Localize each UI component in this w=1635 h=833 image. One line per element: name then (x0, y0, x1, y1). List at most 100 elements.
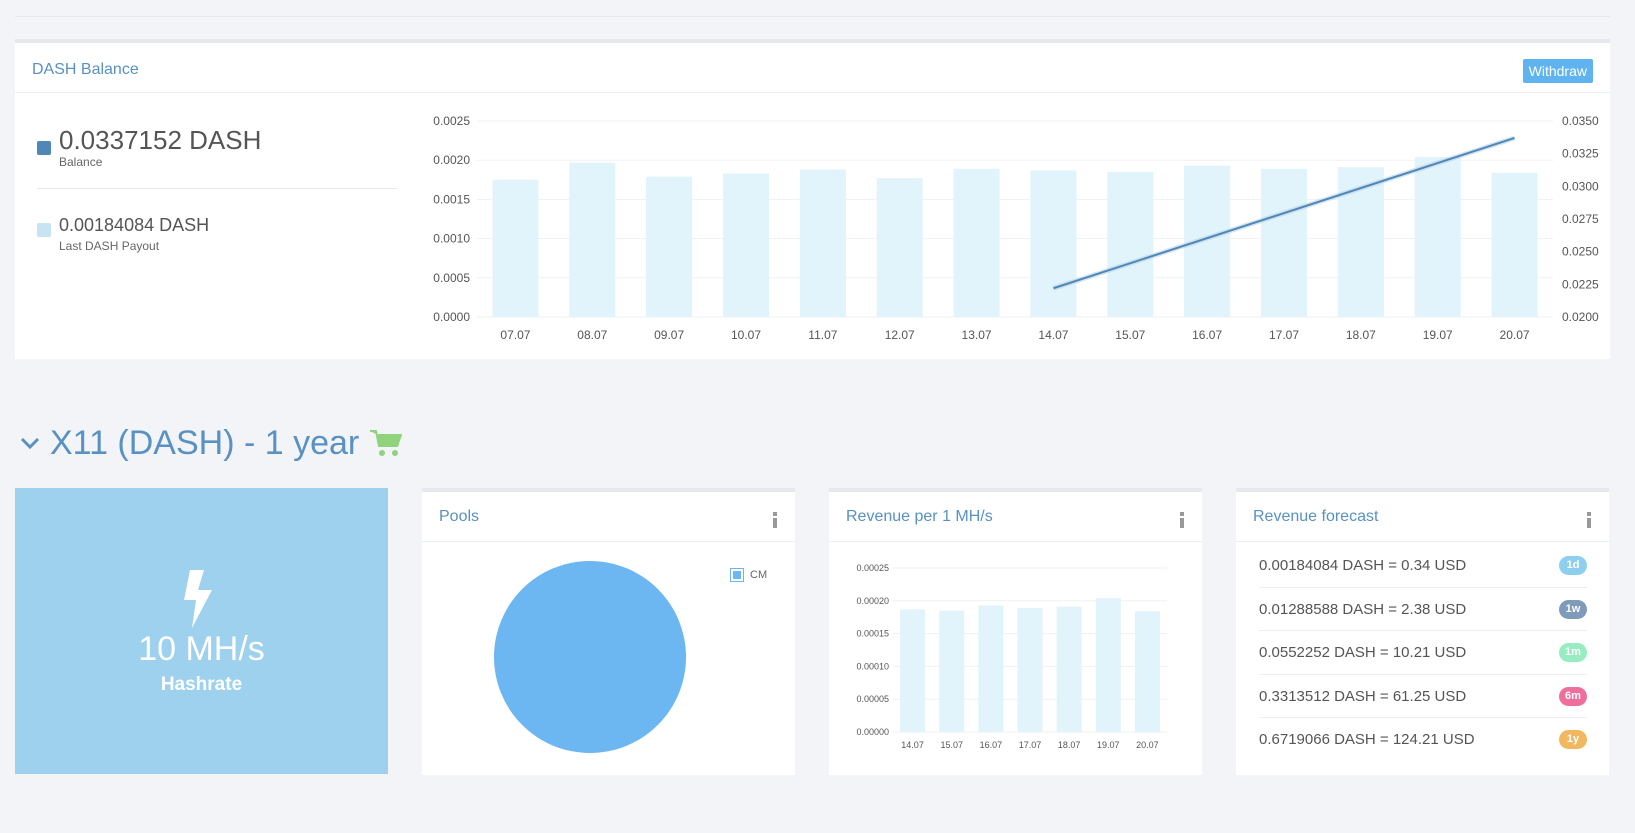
revenue-forecast-card: Revenue forecast 0.00184084 DASH = 0.34 … (1236, 488, 1609, 775)
y2-tick-label: 0.0350 (1562, 114, 1599, 128)
y2-tick-label: 0.0275 (1562, 212, 1599, 226)
x-tick-label: 20.07 (1136, 740, 1159, 750)
card-header: Revenue per 1 MH/s (829, 492, 1202, 542)
forecast-amount: 0.0552252 DASH = 10.21 USD (1259, 644, 1467, 662)
info-icon[interactable] (1585, 512, 1593, 528)
x-tick-label: 18.07 (1346, 328, 1376, 342)
panel-header: DASH Balance Withdraw (15, 43, 1610, 93)
last-payout-label: Last DASH Payout (59, 239, 160, 253)
x-tick-label: 09.07 (654, 328, 684, 342)
hashrate-tile: 10 MH/s Hashrate (15, 488, 388, 774)
chart-bar (569, 162, 616, 317)
forecast-list: 0.00184084 DASH = 0.34 USD 1d 0.01288588 D… (1259, 544, 1587, 762)
y-tick-label: 0.0015 (433, 192, 470, 206)
card-header: Revenue forecast (1236, 492, 1609, 542)
y2-tick-label: 0.0325 (1562, 147, 1599, 161)
chart-bar (953, 168, 1000, 317)
pools-card: Pools CM (422, 488, 795, 775)
last-payout-value: 0.00184084 DASH (59, 215, 210, 235)
forecast-amount: 0.6719066 DASH = 124.21 USD (1259, 731, 1475, 749)
pie-legend: CM (730, 568, 767, 582)
x-tick-label: 18.07 (1058, 740, 1081, 750)
balance-label: Balance (59, 155, 103, 169)
x-tick-label: 19.07 (1423, 328, 1453, 342)
x-tick-label: 07.07 (500, 328, 530, 342)
plan-section-header: X11 (DASH) - 1 year (18, 418, 403, 468)
chart-bar (1261, 168, 1307, 317)
y-tick-label: 0.0000 (433, 310, 470, 324)
chart-bar (978, 605, 1004, 732)
forecast-amount: 0.01288588 DASH = 2.38 USD (1259, 600, 1467, 618)
balance-line (1053, 137, 1515, 290)
x-tick-label: 16.07 (980, 740, 1003, 750)
chart-bar (1414, 157, 1461, 317)
y-tick-label: 0.00015 (856, 629, 889, 639)
x-tick-label: 16.07 (1192, 328, 1222, 342)
balance-chart: 0.0000 0.0005 0.0010 0.0015 0.0020 0.0025 0.02… (433, 114, 1599, 342)
x-tick-label: 17.07 (1269, 328, 1299, 342)
chart-bar (492, 179, 539, 317)
plan-title: X11 (DASH) - 1 year (50, 423, 360, 462)
y-tick-label: 0.0020 (433, 153, 470, 167)
balance-value: 0.0337152 DASH (59, 125, 262, 155)
x-tick-label: 20.07 (1500, 328, 1530, 342)
period-badge: 6m (1559, 686, 1587, 706)
card-title: Pools (439, 508, 480, 525)
x-tick-label: 15.07 (940, 740, 963, 750)
y2-tick-label: 0.0250 (1562, 245, 1599, 259)
chart-bar (1107, 171, 1154, 317)
withdraw-button[interactable]: Withdraw (1522, 59, 1593, 83)
period-badge: 1y (1559, 730, 1587, 750)
top-divider (15, 16, 1610, 17)
chevron-down-icon[interactable] (18, 431, 42, 455)
payout-color-square (37, 223, 51, 237)
y-tick-label: 0.00000 (856, 727, 889, 737)
x-tick-label: 15.07 (1115, 328, 1145, 342)
chart-bar (1491, 172, 1538, 317)
legend-swatch (730, 568, 744, 582)
forecast-row: 0.0552252 DASH = 10.21 USD 1m (1259, 631, 1587, 675)
revenue-per-chart: 0.00000 0.00005 0.00010 0.00015 0.00020 0.000… (856, 563, 1167, 750)
forecast-row: 0.3313512 DASH = 61.25 USD 6m (1259, 675, 1587, 719)
chart-bar (1030, 170, 1077, 317)
forecast-row: 0.6719066 DASH = 124.21 USD 1y (1259, 718, 1587, 762)
cart-icon[interactable] (369, 428, 403, 458)
panel-title: DASH Balance (32, 61, 139, 78)
y2-tick-label: 0.0200 (1562, 310, 1599, 324)
chart-bar (900, 609, 926, 732)
balance-color-square (37, 141, 51, 155)
y-tick-label: 0.00020 (856, 596, 889, 606)
x-tick-label: 13.07 (962, 328, 992, 342)
chart-bar (1017, 608, 1043, 732)
chart-bar (1134, 611, 1160, 732)
x-tick-label: 19.07 (1097, 740, 1120, 750)
y-tick-label: 0.0010 (433, 232, 470, 246)
x-tick-label: 11.07 (808, 328, 837, 342)
revenue-per-card: Revenue per 1 MH/s 0.00000 0.00005 0.00010… (829, 488, 1202, 775)
card-title: Revenue forecast (1253, 508, 1379, 525)
pie-slice (494, 561, 686, 753)
card-header: Pools (422, 492, 795, 542)
y-tick-label: 0.0025 (433, 114, 470, 128)
chart-bar (939, 610, 965, 732)
x-tick-label: 12.07 (885, 328, 915, 342)
x-tick-label: 17.07 (1019, 740, 1042, 750)
legend-label: CM (750, 569, 768, 581)
y-tick-label: 0.0005 (433, 271, 470, 285)
chart-bar (1056, 606, 1082, 732)
forecast-row: 0.00184084 DASH = 0.34 USD 1d (1259, 544, 1587, 588)
period-badge: 1d (1559, 556, 1587, 575)
chart-bar (876, 178, 923, 317)
y2-tick-label: 0.0300 (1562, 179, 1599, 193)
hashrate-label: Hashrate (160, 674, 243, 695)
y-tick-label: 0.00010 (856, 661, 889, 671)
info-icon[interactable] (1178, 512, 1186, 528)
info-icon[interactable] (771, 512, 779, 528)
y-tick-label: 0.00005 (856, 694, 889, 704)
x-tick-label: 14.07 (1038, 328, 1068, 342)
stat-divider (37, 188, 397, 189)
forecast-amount: 0.3313512 DASH = 61.25 USD (1259, 687, 1467, 705)
pools-pie-chart (494, 561, 686, 753)
lightning-bolt-icon (184, 570, 212, 628)
chart-bar (799, 169, 846, 317)
